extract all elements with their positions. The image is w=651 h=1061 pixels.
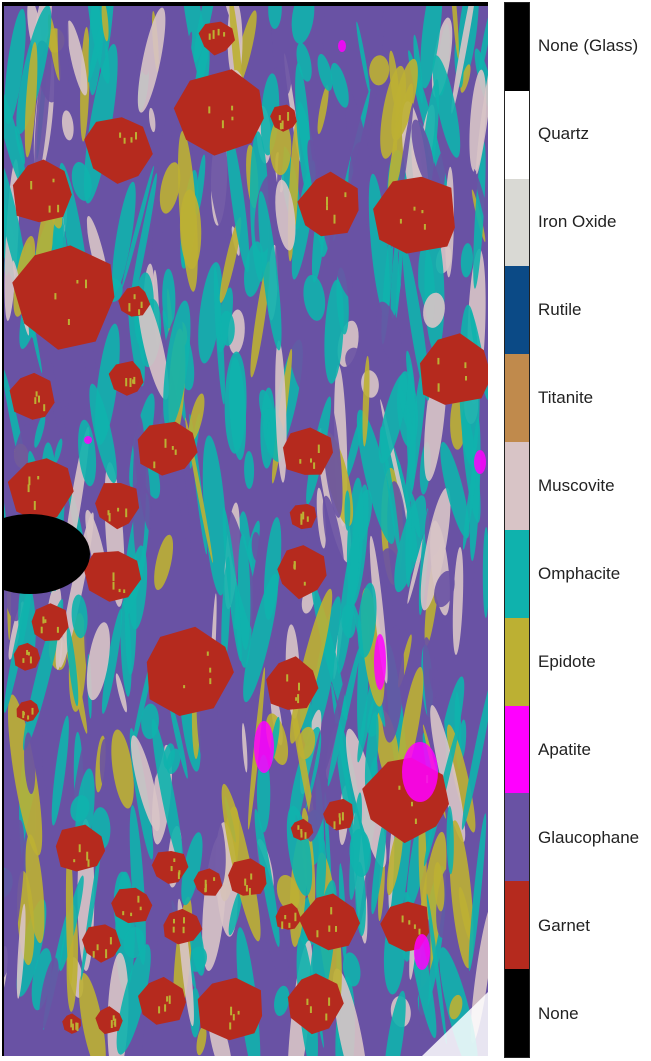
colorbar-label: Quartz (538, 124, 590, 143)
colorbar-label: Omphacite (538, 564, 621, 583)
colorbar-label: None (538, 1004, 579, 1023)
colorbar-swatch-epidote (505, 617, 529, 706)
colorbar-swatch-titanite (505, 354, 529, 443)
colorbar-labels: None (Glass) Quartz Iron Oxide Rutile Titani… (538, 2, 651, 1058)
colorbar-swatch-omphacite (505, 529, 529, 618)
mineral-map-canvas (2, 2, 488, 1056)
colorbar (504, 2, 530, 1058)
colorbar-label: Garnet (538, 916, 590, 935)
colorbar-swatch-none-glass (505, 3, 529, 91)
colorbar-label: Rutile (538, 300, 582, 319)
colorbar-swatch-none (505, 969, 529, 1057)
colorbar-swatch-garnet (505, 881, 529, 970)
colorbar-label: Muscovite (538, 476, 615, 495)
colorbar-label: Titanite (538, 388, 594, 407)
colorbar-swatch-iron-oxide (505, 178, 529, 267)
colorbar-label: None (Glass) (538, 36, 639, 55)
colorbar-swatch-apatite (505, 705, 529, 794)
colorbar-swatch-glaucophane (505, 793, 529, 882)
colorbar-swatch-muscovite (505, 442, 529, 530)
colorbar-swatch-quartz (505, 90, 529, 179)
colorbar-label: Glaucophane (538, 828, 640, 847)
colorbar-label: Apatite (538, 740, 591, 759)
colorbar-label: Iron Oxide (538, 212, 617, 231)
colorbar-label: Epidote (538, 652, 596, 671)
mineral-phase-map (2, 2, 488, 1056)
colorbar-swatch-rutile (505, 266, 529, 355)
